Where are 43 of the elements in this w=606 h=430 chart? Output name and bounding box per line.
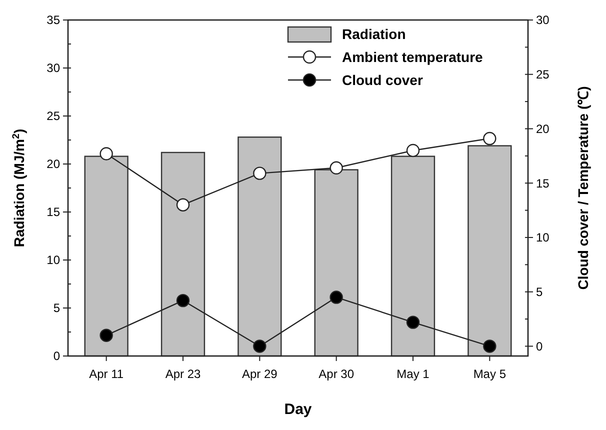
y2-axis-title: Cloud cover / Temperature (℃) [575, 86, 591, 290]
legend-label: Radiation [342, 26, 406, 42]
x-tick-label: Apr 30 [318, 367, 354, 381]
bar [390, 156, 436, 357]
point [253, 166, 266, 180]
y-tick-label: 35 [46, 13, 60, 28]
x-tick-label: Apr 23 [165, 367, 201, 381]
bar [468, 145, 512, 357]
x-axis-title: Day [284, 401, 312, 418]
y2-tick-label: 0 [536, 339, 543, 354]
bar [84, 156, 128, 357]
y2-tick-label: 30 [536, 13, 550, 28]
x-tick-label: Apr 29 [242, 367, 278, 381]
point [330, 290, 343, 304]
point [176, 198, 190, 212]
point [100, 147, 113, 160]
point [176, 294, 190, 308]
y2-tick-label: 5 [536, 285, 543, 300]
x-tick-label: Apr 11 [89, 367, 124, 381]
y2-tick-label: 10 [536, 230, 550, 245]
y2-tick-label: 15 [536, 176, 550, 190]
y-tick-label: 25 [46, 109, 60, 124]
y-tick-label: 5 [53, 301, 60, 316]
bar [160, 152, 206, 357]
point [406, 316, 420, 329]
y2-tick-label: 25 [536, 68, 550, 82]
point [406, 144, 420, 158]
point [483, 340, 496, 353]
y-tick-label: 30 [46, 61, 60, 76]
y-tick-label: 20 [46, 157, 60, 172]
y-tick-label: 10 [46, 253, 60, 268]
bar [238, 136, 282, 357]
point [253, 340, 266, 353]
legend-label: Cloud cover [342, 72, 424, 88]
bar [314, 169, 358, 357]
x-tick-label: May 5 [473, 367, 506, 381]
point [100, 328, 113, 342]
point [330, 161, 343, 174]
y2-tick-label: 20 [536, 122, 550, 136]
y-tick-label: 0 [53, 349, 60, 364]
x-tick-label: May 1 [396, 367, 430, 381]
y-tick-label: 15 [46, 205, 60, 220]
legend-label: Ambient temperature [342, 48, 484, 65]
